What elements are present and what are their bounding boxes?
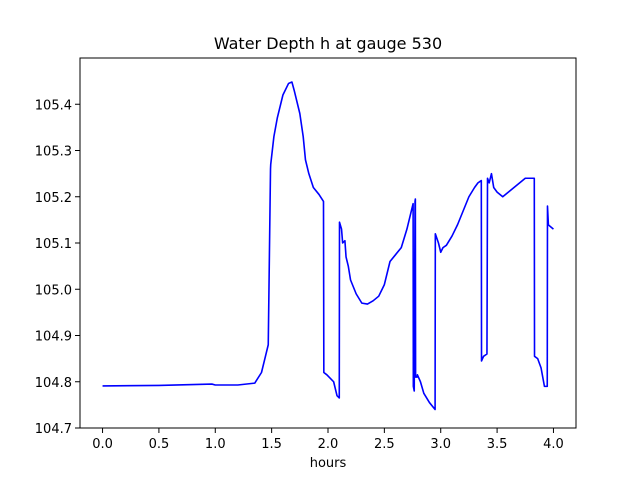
x-tick-label: 0.5 bbox=[149, 437, 170, 452]
y-tick-label: 105.0 bbox=[35, 283, 72, 298]
x-tick-label: 2.5 bbox=[374, 437, 395, 452]
axes-frame bbox=[79, 57, 577, 429]
y-tick-label: 105.1 bbox=[35, 237, 72, 252]
x-tick-label: 3.0 bbox=[430, 437, 451, 452]
y-axis: 104.7 104.8 104.9 105.0 105.1 105.2 105.3 105.4 bbox=[35, 98, 80, 437]
x-tick-label: 2.0 bbox=[318, 437, 339, 452]
x-tick-label: 1.5 bbox=[261, 437, 282, 452]
series-line-0 bbox=[102, 81, 554, 411]
y-tick-label: 105.2 bbox=[35, 191, 72, 206]
x-tick-label: 1.0 bbox=[205, 437, 226, 452]
y-tick-label: 104.8 bbox=[35, 376, 72, 391]
plot-area bbox=[102, 81, 554, 411]
y-tick-label: 105.3 bbox=[35, 145, 72, 160]
x-tick-label: 4.0 bbox=[543, 437, 564, 452]
y-tick-label: 104.7 bbox=[35, 422, 72, 437]
x-axis-label: hours bbox=[310, 456, 347, 471]
x-tick-label: 0.0 bbox=[92, 437, 113, 452]
x-axis: 0.0 0.5 1.0 1.5 2.0 2.5 3.0 3.5 4.0 bbox=[92, 428, 564, 452]
x-tick-label: 3.5 bbox=[487, 437, 508, 452]
y-tick-label: 105.4 bbox=[35, 98, 72, 113]
y-tick-label: 104.9 bbox=[35, 330, 72, 345]
chart-title: Water Depth h at gauge 530 bbox=[214, 34, 442, 53]
